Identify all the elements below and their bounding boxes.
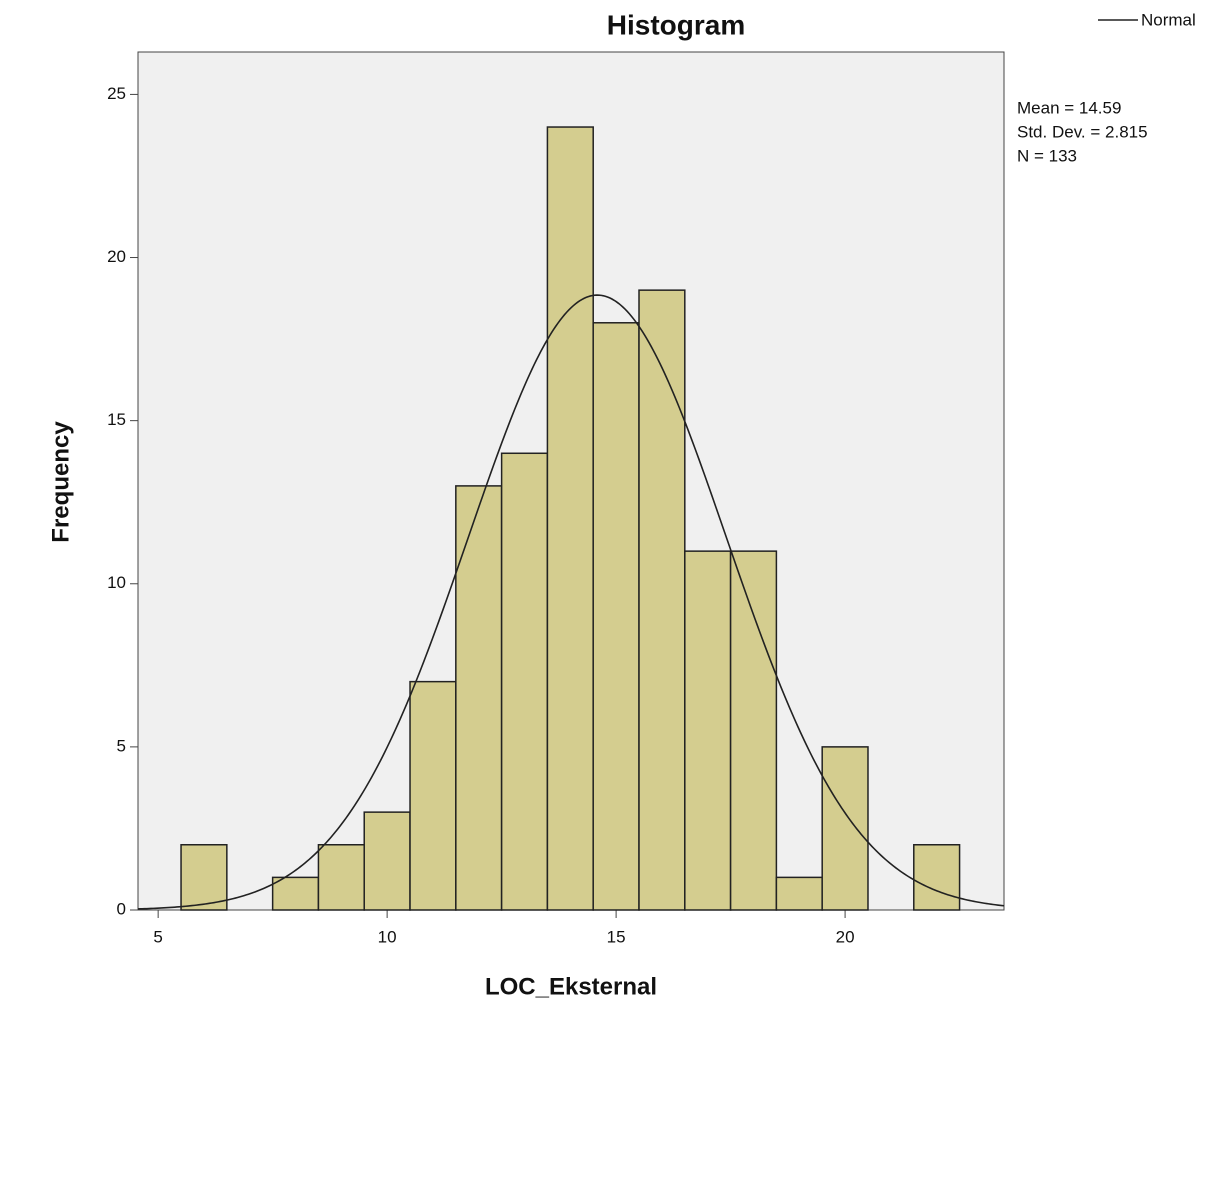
y-tick-label: 0 [117, 899, 126, 918]
y-tick-label: 5 [117, 736, 126, 755]
x-tick-label: 5 [153, 927, 162, 946]
bar [547, 127, 593, 910]
stats-label: Mean = 14.59 [1017, 98, 1121, 117]
chart: Histogram LOC_Eksternal Frequency Normal… [0, 0, 1229, 1198]
bar [364, 812, 410, 910]
x-tick-label: 10 [378, 927, 397, 946]
bar [776, 877, 822, 910]
bar [318, 845, 364, 910]
y-tick-label: 15 [107, 410, 126, 429]
bar [181, 845, 227, 910]
chart-title: Histogram [607, 9, 745, 40]
bar [273, 877, 319, 910]
y-tick-label: 10 [107, 573, 126, 592]
bar [456, 486, 502, 910]
bar [410, 682, 456, 910]
x-axis-label: LOC_Eksternal [485, 973, 657, 1000]
bar [731, 551, 777, 910]
y-tick-label: 25 [107, 84, 126, 103]
bar [822, 747, 868, 910]
bar [502, 453, 548, 910]
x-tick-label: 20 [836, 927, 855, 946]
stats-label: Std. Dev. = 2.815 [1017, 122, 1148, 141]
bar [685, 551, 731, 910]
y-axis-label: Frequency [47, 421, 74, 543]
bar [593, 323, 639, 910]
legend-label: Normal [1141, 10, 1196, 29]
x-tick-label: 15 [607, 927, 626, 946]
stats-label: N = 133 [1017, 146, 1077, 165]
bar [914, 845, 960, 910]
y-tick-label: 20 [107, 247, 126, 266]
bar [639, 290, 685, 910]
